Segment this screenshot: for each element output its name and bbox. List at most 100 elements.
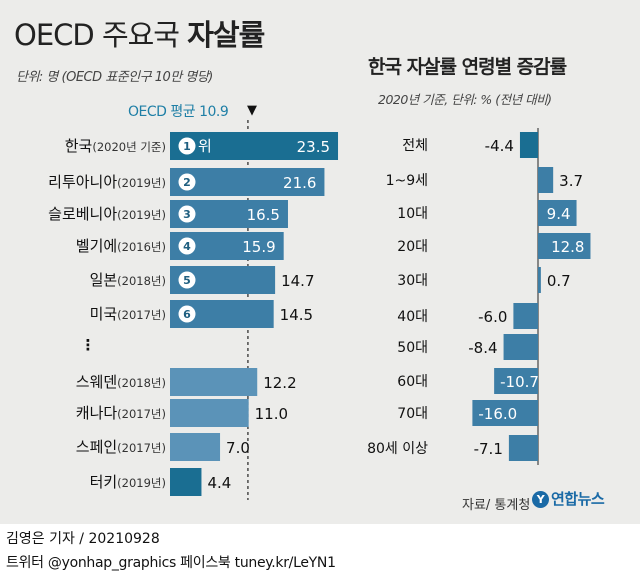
- category-label-7: 스웨덴(2018년): [76, 373, 166, 391]
- country-name: 터키: [90, 473, 118, 491]
- age-value-label-2: 3.7: [559, 172, 583, 190]
- right-chart-title: 한국 자살률 연령별 증감률: [368, 56, 567, 78]
- age-category-9: 70대: [397, 406, 428, 422]
- age-value-label-3: 9.4: [547, 205, 571, 223]
- age-bar-9: [472, 400, 538, 426]
- category-label-8: 캐나다(2017년): [76, 404, 166, 422]
- rank-badge-1: [178, 137, 196, 155]
- rank-badge-3: [178, 205, 196, 223]
- rank-badge-2: [178, 173, 196, 191]
- age-value-label-7: -8.4: [468, 339, 497, 357]
- rank-suffix: 위: [198, 137, 212, 155]
- age-category-5: 30대: [397, 273, 428, 289]
- country-year: (2017년): [117, 407, 166, 421]
- yonhap-logo-text: 연합뉴스: [551, 490, 605, 508]
- age-bar-1: [519, 132, 538, 158]
- age-category-8: 60대: [397, 374, 428, 390]
- country-year: (2019년): [117, 476, 166, 490]
- category-label-4: 벨기에(2016년): [76, 237, 166, 255]
- age-bar-4: [538, 233, 591, 259]
- value-label-1: 23.5: [297, 138, 330, 156]
- rank-number-4: 4: [183, 240, 191, 253]
- age-bar-7: [503, 334, 538, 360]
- yonhap-logo-icon: Y: [532, 491, 549, 508]
- age-bar-10: [508, 435, 538, 461]
- value-label-6: 14.5: [280, 306, 313, 324]
- age-bar-8: [494, 368, 538, 394]
- bar-9: [170, 433, 221, 461]
- category-label-6: 미국(2017년): [90, 305, 166, 323]
- bar-8: [170, 399, 249, 427]
- category-label-3: 슬로베니아(2019년): [48, 205, 166, 223]
- age-bar-6: [513, 303, 538, 329]
- value-label-5: 14.7: [281, 272, 314, 290]
- bar-10: [170, 468, 202, 496]
- age-category-7: 50대: [397, 340, 428, 356]
- category-label-9: 스페인(2017년): [76, 438, 166, 456]
- category-label-1: 한국(2020년 기준): [65, 137, 166, 155]
- country-name: 스웨덴: [76, 373, 117, 391]
- country-year: (2019년): [117, 176, 166, 190]
- footer-bar: [0, 524, 640, 581]
- age-bar-3: [538, 200, 577, 226]
- country-name: 벨기에: [76, 237, 117, 255]
- rank-badge-5: [178, 271, 196, 289]
- rank-badge-6: [178, 305, 196, 323]
- age-category-4: 20대: [397, 239, 428, 255]
- country-name: 캐나다: [76, 404, 118, 422]
- category-label-5: 일본(2018년): [90, 271, 166, 289]
- source-note: 자료/ 통계청: [462, 498, 531, 513]
- value-label-9: 7.0: [226, 439, 250, 457]
- age-category-2: 1~9세: [386, 173, 428, 189]
- age-value-label-4: 12.8: [551, 238, 584, 256]
- country-name: 일본: [90, 271, 118, 289]
- value-label-3: 16.5: [247, 206, 280, 224]
- value-label-10: 4.4: [207, 474, 231, 492]
- rank-number-1: 1: [183, 140, 191, 153]
- country-year: (2017년): [117, 441, 166, 455]
- bar-1: [170, 132, 339, 160]
- oecd-average-marker-icon: ▼: [247, 103, 257, 118]
- age-value-label-6: -6.0: [478, 308, 507, 326]
- chart-title: OECD 주요국 자살률: [14, 12, 265, 54]
- country-name: 슬로베니아: [48, 205, 117, 223]
- rank-number-5: 5: [183, 274, 191, 287]
- country-year: (2020년 기준): [92, 140, 166, 154]
- country-name: 리투아니아: [48, 173, 117, 191]
- category-label-2: 리투아니아(2019년): [48, 173, 166, 191]
- value-label-7: 12.2: [263, 374, 296, 392]
- age-value-label-1: -4.4: [485, 137, 514, 155]
- country-name: 한국: [65, 137, 93, 155]
- rank-number-2: 2: [183, 176, 191, 189]
- age-value-label-9: -16.0: [478, 405, 517, 423]
- ellipsis-icon: ⋮: [81, 336, 96, 354]
- age-bar-2: [538, 167, 554, 193]
- country-year: (2019년): [117, 208, 166, 222]
- age-category-3: 10대: [397, 206, 428, 222]
- left-unit-note: 단위: 명 (OECD 표준인구 10만 명당): [16, 70, 213, 85]
- country-year: (2016년): [117, 240, 166, 254]
- country-year: (2018년): [117, 376, 166, 390]
- yonhap-logo: Y 연합뉴스: [532, 488, 605, 509]
- country-name: 스페인: [76, 438, 117, 456]
- value-label-4: 15.9: [242, 238, 275, 256]
- category-label-10: 터키(2019년): [90, 473, 166, 491]
- age-value-label-10: -7.1: [474, 440, 503, 458]
- age-category-1: 전체: [402, 138, 428, 154]
- bar-7: [170, 368, 258, 396]
- chart-title-part1: OECD 주요국: [14, 18, 188, 52]
- age-category-6: 40대: [397, 309, 428, 325]
- reporter-credit: 김영은 기자 / 20210928: [6, 531, 160, 547]
- contact-info: 트위터 @yonhap_graphics 페이스북 tuney.kr/LeYN1: [6, 555, 336, 571]
- rank-number-6: 6: [183, 308, 191, 321]
- rank-number-3: 3: [183, 208, 191, 221]
- country-name: 미국: [90, 305, 118, 323]
- bar-2: [170, 168, 325, 196]
- right-unit-note: 2020년 기준, 단위: % (전년 대비): [378, 92, 552, 107]
- age-value-label-8: -10.7: [500, 373, 539, 391]
- age-value-label-5: 0.7: [547, 272, 571, 290]
- country-year: (2018년): [117, 274, 166, 288]
- value-label-8: 11.0: [255, 405, 288, 423]
- country-year: (2017년): [117, 308, 166, 322]
